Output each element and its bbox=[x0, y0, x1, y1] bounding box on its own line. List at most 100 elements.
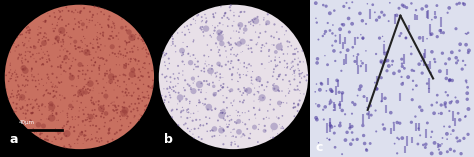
Point bbox=[108, 119, 115, 121]
Point bbox=[135, 87, 142, 90]
Point bbox=[75, 116, 82, 118]
Point bbox=[283, 62, 291, 65]
Point bbox=[421, 52, 429, 55]
Point bbox=[296, 99, 303, 102]
Point bbox=[53, 76, 61, 79]
Point bbox=[184, 127, 191, 130]
Point bbox=[462, 64, 469, 66]
Point bbox=[52, 38, 60, 40]
Point bbox=[84, 49, 91, 52]
Point bbox=[68, 76, 75, 79]
Point bbox=[43, 58, 50, 61]
Point bbox=[433, 94, 441, 96]
Point bbox=[296, 60, 304, 63]
Point bbox=[217, 37, 224, 39]
Point bbox=[82, 52, 90, 54]
Point bbox=[200, 124, 207, 127]
Point bbox=[63, 132, 71, 135]
Point bbox=[56, 66, 64, 68]
Point bbox=[54, 66, 62, 68]
Point bbox=[250, 106, 257, 109]
Point bbox=[28, 107, 36, 109]
Point bbox=[97, 32, 104, 35]
Point bbox=[403, 6, 410, 9]
Point bbox=[91, 61, 99, 63]
Point bbox=[76, 70, 83, 73]
Point bbox=[392, 18, 399, 20]
Point bbox=[227, 9, 234, 12]
Point bbox=[244, 64, 252, 66]
Point bbox=[264, 13, 272, 16]
Point bbox=[240, 62, 248, 65]
Point bbox=[220, 117, 228, 120]
Point bbox=[55, 137, 63, 139]
Point bbox=[105, 18, 112, 21]
Point bbox=[160, 87, 168, 90]
Point bbox=[459, 2, 467, 5]
Point bbox=[460, 137, 468, 140]
Point bbox=[203, 130, 211, 133]
Point bbox=[261, 45, 268, 47]
Point bbox=[91, 117, 98, 119]
Point bbox=[137, 34, 144, 37]
Point bbox=[89, 89, 97, 92]
Point bbox=[359, 124, 367, 127]
Point bbox=[84, 138, 92, 140]
Point bbox=[102, 98, 110, 100]
Point bbox=[296, 75, 303, 77]
Point bbox=[193, 104, 201, 107]
Point bbox=[319, 4, 327, 6]
Point bbox=[86, 82, 94, 85]
Point bbox=[100, 125, 108, 128]
Point bbox=[43, 61, 51, 63]
Point bbox=[275, 102, 283, 104]
Point bbox=[62, 54, 70, 57]
Point bbox=[415, 126, 422, 129]
Point bbox=[452, 57, 460, 59]
Point bbox=[396, 35, 403, 37]
Point bbox=[36, 132, 44, 134]
Point bbox=[46, 92, 54, 95]
Point bbox=[18, 62, 26, 64]
Point bbox=[112, 109, 120, 111]
Point bbox=[228, 135, 236, 138]
Point bbox=[237, 24, 244, 26]
Point bbox=[184, 127, 191, 130]
Point bbox=[22, 78, 30, 81]
Point bbox=[330, 50, 338, 52]
Point bbox=[48, 105, 56, 107]
Point bbox=[111, 25, 118, 27]
Point bbox=[176, 100, 183, 103]
Point bbox=[379, 63, 386, 65]
Point bbox=[119, 54, 127, 57]
Point bbox=[419, 72, 426, 74]
Point bbox=[324, 22, 331, 24]
Point bbox=[35, 32, 43, 34]
Point bbox=[241, 123, 249, 126]
Point bbox=[94, 46, 102, 48]
Point bbox=[128, 82, 136, 84]
Point bbox=[103, 72, 111, 75]
Point bbox=[283, 40, 291, 43]
Point bbox=[462, 115, 470, 117]
Point bbox=[213, 75, 220, 77]
Point bbox=[297, 92, 304, 95]
Point bbox=[380, 40, 388, 43]
Point bbox=[270, 71, 277, 73]
Point bbox=[291, 75, 299, 77]
Point bbox=[228, 60, 235, 62]
Point bbox=[174, 78, 182, 80]
Point bbox=[431, 16, 439, 19]
Point bbox=[81, 137, 89, 140]
Point bbox=[43, 33, 50, 35]
Point bbox=[326, 103, 333, 105]
Point bbox=[238, 135, 246, 137]
Point bbox=[453, 137, 461, 139]
Point bbox=[56, 33, 64, 36]
Point bbox=[300, 93, 308, 95]
Point bbox=[41, 138, 49, 141]
Point bbox=[381, 128, 388, 130]
Point bbox=[107, 82, 114, 85]
Point bbox=[218, 129, 225, 132]
Point bbox=[120, 112, 128, 114]
